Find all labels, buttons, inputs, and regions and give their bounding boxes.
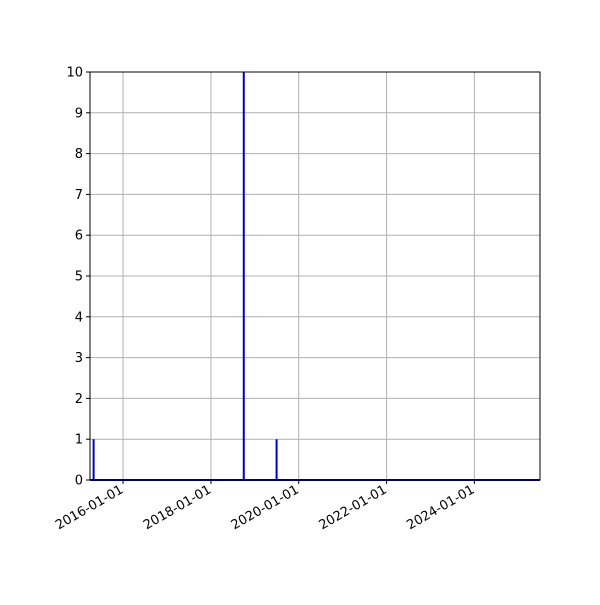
y-tick-label: 9	[75, 106, 83, 121]
y-tick-label: 7	[75, 188, 83, 203]
y-axis-ticks: 0 1 2 3 4 5 6 7 8 9 10	[66, 66, 90, 489]
grid-lines	[90, 71, 540, 481]
x-tick-label: 2022-01-01	[317, 482, 390, 533]
x-tick-label: 2016-01-01	[53, 482, 126, 533]
y-tick-label: 6	[75, 229, 83, 244]
y-tick-label: 2	[75, 392, 83, 407]
x-tick-label: 2024-01-01	[404, 482, 477, 533]
y-tick-label: 4	[75, 310, 83, 325]
x-axis-ticks: 2016-01-01 2018-01-01 2020-01-01 2022-01-01…	[53, 480, 477, 533]
y-tick-label: 3	[75, 351, 83, 366]
y-tick-label: 10	[66, 66, 83, 81]
y-tick-label: 1	[75, 433, 83, 448]
series-line	[90, 72, 540, 481]
series-lines	[90, 72, 540, 481]
y-tick-label: 5	[75, 270, 83, 285]
y-tick-label: 0	[75, 474, 83, 489]
y-tick-label: 8	[75, 147, 83, 162]
x-tick-label: 2018-01-01	[141, 482, 214, 533]
x-tick-label: 2020-01-01	[229, 482, 302, 533]
